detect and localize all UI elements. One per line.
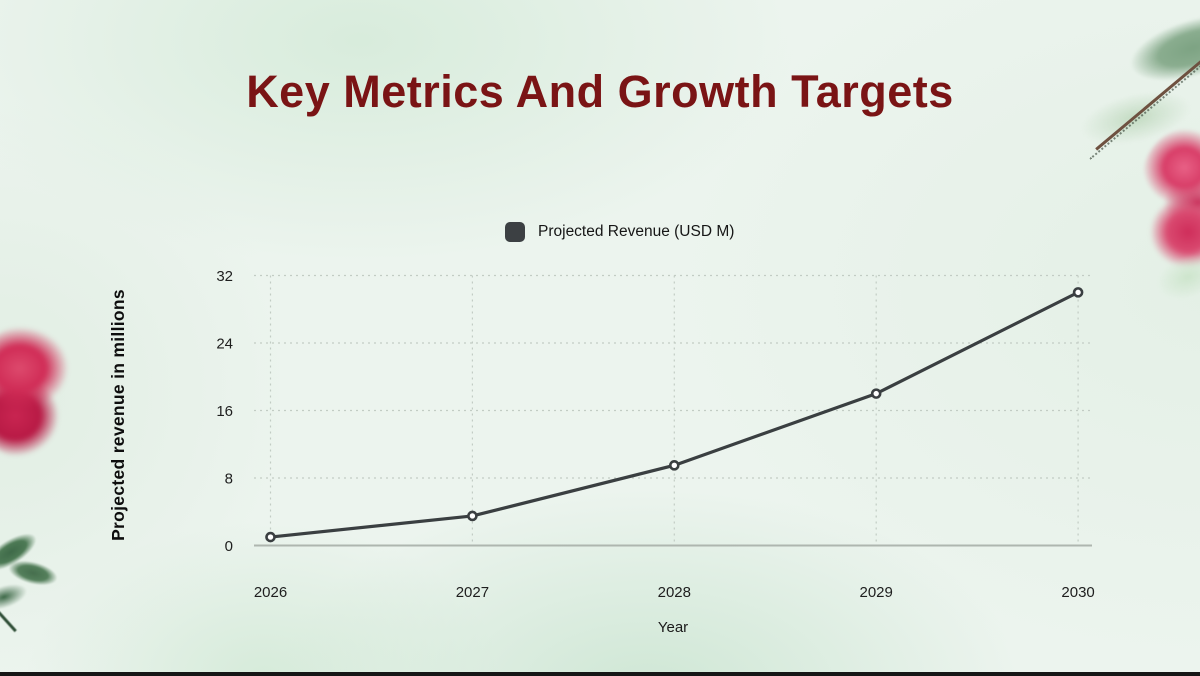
- x-tick-label: 2028: [658, 584, 691, 601]
- data-point: [1072, 287, 1084, 298]
- x-tick-label: 2027: [456, 584, 489, 601]
- y-tick-label: 8: [225, 471, 233, 488]
- x-tick-label: 2030: [1061, 584, 1094, 601]
- data-point: [467, 510, 478, 522]
- x-tick-label: 2026: [254, 584, 287, 601]
- x-axis-title: Year: [657, 619, 689, 636]
- y-tick-label: 32: [216, 268, 233, 285]
- data-point: [265, 531, 276, 543]
- data-point: [870, 388, 882, 399]
- data-point: [668, 460, 680, 471]
- legend-label: Projected Revenue (USD M): [538, 223, 735, 240]
- y-tick-label: 24: [216, 336, 233, 353]
- page-title: Key Metrics And Growth Targets: [246, 66, 954, 117]
- y-tick-label: 0: [225, 538, 233, 555]
- legend-swatch-icon: [505, 222, 525, 242]
- x-tick-label: 2029: [860, 584, 893, 601]
- y-tick-label: 16: [216, 403, 233, 420]
- chart-legend: Projected Revenue (USD M): [505, 222, 734, 242]
